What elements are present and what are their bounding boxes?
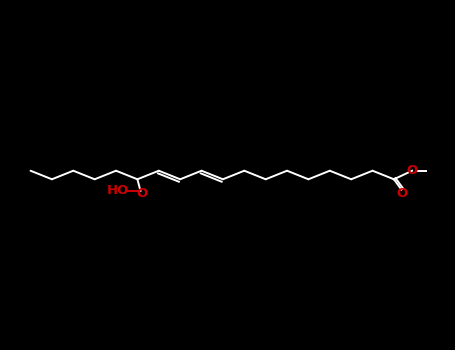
Text: O: O	[136, 187, 147, 199]
Text: O: O	[396, 187, 408, 200]
Text: O: O	[406, 164, 418, 177]
Text: HO: HO	[106, 184, 129, 197]
